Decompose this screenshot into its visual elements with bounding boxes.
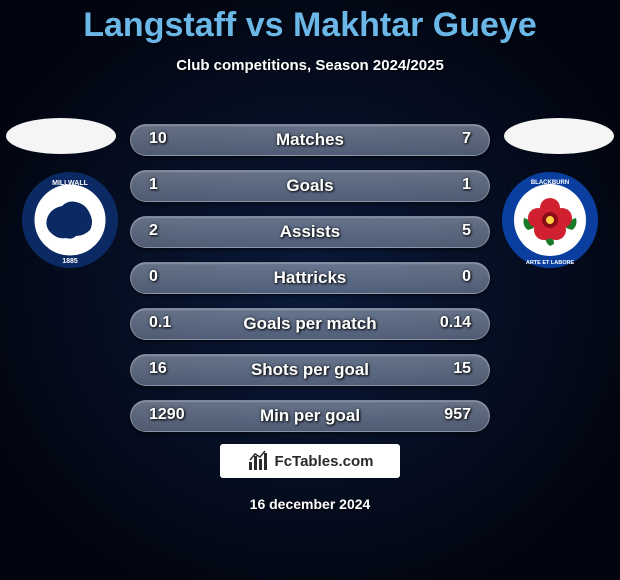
stat-label: Shots per goal <box>131 360 489 380</box>
svg-text:BLACKBURN: BLACKBURN <box>531 180 569 186</box>
stats-column: 10 Matches 7 1 Goals 1 2 Assists 5 0 Hat… <box>130 124 490 446</box>
stat-label: Hattricks <box>131 268 489 288</box>
stat-label: Goals <box>131 176 489 196</box>
stat-right-value: 7 <box>462 130 471 148</box>
stat-label: Min per goal <box>131 406 489 426</box>
stat-row-matches: 10 Matches 7 <box>130 124 490 156</box>
svg-text:1885: 1885 <box>62 258 78 265</box>
stat-label: Matches <box>131 130 489 150</box>
page-date: 16 december 2024 <box>0 496 620 512</box>
club-crest-blackburn: BLACKBURN ARTE ET LABORE <box>500 170 600 270</box>
player-photo-left-placeholder <box>6 118 116 154</box>
club-crest-millwall: MILLWALL 1885 <box>20 170 120 270</box>
player-photo-right-placeholder <box>504 118 614 154</box>
stat-right-value: 0 <box>462 268 471 286</box>
stat-row-shots-per-goal: 16 Shots per goal 15 <box>130 354 490 386</box>
stat-row-min-per-goal: 1290 Min per goal 957 <box>130 400 490 432</box>
svg-text:ARTE ET LABORE: ARTE ET LABORE <box>526 260 575 266</box>
svg-text:MILLWALL: MILLWALL <box>52 180 88 187</box>
stat-row-goals-per-match: 0.1 Goals per match 0.14 <box>130 308 490 340</box>
stat-label: Goals per match <box>131 314 489 334</box>
page-subtitle: Club competitions, Season 2024/2025 <box>0 57 620 74</box>
stat-right-value: 1 <box>462 176 471 194</box>
stat-row-hattricks: 0 Hattricks 0 <box>130 262 490 294</box>
stat-right-value: 15 <box>453 360 471 378</box>
bar-chart-icon <box>247 450 269 472</box>
stat-row-assists: 2 Assists 5 <box>130 216 490 248</box>
stat-label: Assists <box>131 222 489 242</box>
footer-brand-badge: FcTables.com <box>220 444 400 478</box>
footer-brand-text: FcTables.com <box>275 453 374 470</box>
page-title: Langstaff vs Makhtar Gueye <box>0 0 620 45</box>
stat-row-goals: 1 Goals 1 <box>130 170 490 202</box>
stat-right-value: 957 <box>444 406 471 424</box>
stat-right-value: 0.14 <box>440 314 471 332</box>
stat-right-value: 5 <box>462 222 471 240</box>
